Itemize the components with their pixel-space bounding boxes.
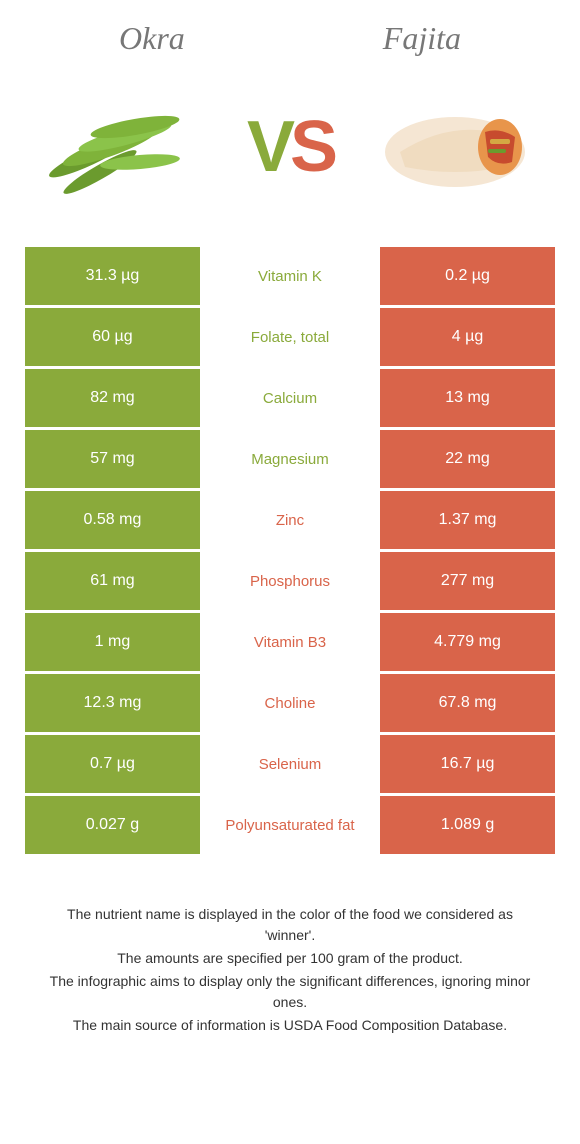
nutrient-label: Folate, total xyxy=(200,308,380,366)
food1-title: Okra xyxy=(119,20,185,57)
value-right: 4 µg xyxy=(380,308,555,366)
nutrient-label: Magnesium xyxy=(200,430,380,488)
value-right: 1.089 g xyxy=(380,796,555,854)
value-right: 67.8 mg xyxy=(380,674,555,732)
value-left: 1 mg xyxy=(25,613,200,671)
nutrient-label: Vitamin B3 xyxy=(200,613,380,671)
value-left: 31.3 µg xyxy=(25,247,200,305)
footer-line1: The nutrient name is displayed in the co… xyxy=(40,904,540,946)
value-left: 82 mg xyxy=(25,369,200,427)
value-left: 0.027 g xyxy=(25,796,200,854)
nutrient-label: Calcium xyxy=(200,369,380,427)
table-row: 82 mgCalcium13 mg xyxy=(25,369,555,427)
nutrient-label: Choline xyxy=(200,674,380,732)
nutrient-label: Polyunsaturated fat xyxy=(200,796,380,854)
table-row: 0.58 mgZinc1.37 mg xyxy=(25,491,555,549)
table-row: 1 mgVitamin B34.779 mg xyxy=(25,613,555,671)
value-right: 0.2 µg xyxy=(380,247,555,305)
table-row: 0.027 gPolyunsaturated fat1.089 g xyxy=(25,796,555,854)
food2-image xyxy=(370,77,540,217)
table-row: 61 mgPhosphorus277 mg xyxy=(25,552,555,610)
value-right: 1.37 mg xyxy=(380,491,555,549)
footer-line2: The amounts are specified per 100 gram o… xyxy=(40,948,540,969)
food1-image xyxy=(40,77,210,217)
food2-title: Fajita xyxy=(383,20,461,57)
value-left: 0.58 mg xyxy=(25,491,200,549)
nutrient-label: Vitamin K xyxy=(200,247,380,305)
nutrient-label: Selenium xyxy=(200,735,380,793)
vs-label: VS xyxy=(247,106,333,188)
value-right: 22 mg xyxy=(380,430,555,488)
table-row: 60 µgFolate, total4 µg xyxy=(25,308,555,366)
footer-notes: The nutrient name is displayed in the co… xyxy=(20,904,560,1036)
table-row: 0.7 µgSelenium16.7 µg xyxy=(25,735,555,793)
footer-line4: The main source of information is USDA F… xyxy=(40,1015,540,1036)
nutrient-table: 31.3 µgVitamin K0.2 µg60 µgFolate, total… xyxy=(20,247,560,854)
value-left: 0.7 µg xyxy=(25,735,200,793)
vs-v: V xyxy=(247,107,290,187)
value-right: 16.7 µg xyxy=(380,735,555,793)
table-row: 57 mgMagnesium22 mg xyxy=(25,430,555,488)
vs-section: VS xyxy=(20,77,560,217)
value-left: 61 mg xyxy=(25,552,200,610)
table-row: 12.3 mgCholine67.8 mg xyxy=(25,674,555,732)
value-right: 13 mg xyxy=(380,369,555,427)
value-left: 60 µg xyxy=(25,308,200,366)
value-right: 277 mg xyxy=(380,552,555,610)
value-left: 12.3 mg xyxy=(25,674,200,732)
header: Okra Fajita xyxy=(20,20,560,57)
vs-s: S xyxy=(290,107,333,187)
table-row: 31.3 µgVitamin K0.2 µg xyxy=(25,247,555,305)
nutrient-label: Phosphorus xyxy=(200,552,380,610)
value-left: 57 mg xyxy=(25,430,200,488)
value-right: 4.779 mg xyxy=(380,613,555,671)
footer-line3: The infographic aims to display only the… xyxy=(40,971,540,1013)
nutrient-label: Zinc xyxy=(200,491,380,549)
